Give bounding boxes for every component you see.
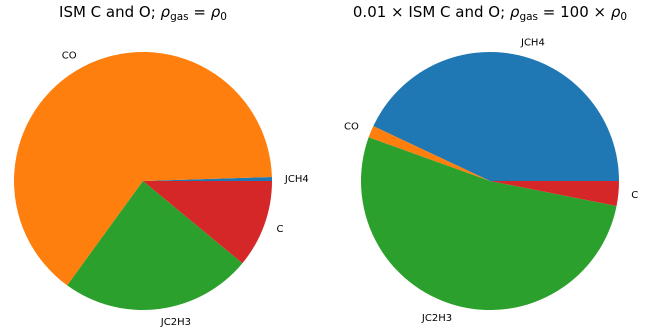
slice-label-jch4-left: JCH4 xyxy=(284,174,309,185)
chart-title-right: 0.01 × ISM C and O; ρgas = 100 × ρ0 xyxy=(353,3,627,23)
pie-slice-jc2h3-left xyxy=(67,181,243,310)
pie-slices-left xyxy=(14,51,273,310)
slice-label-co-right: CO xyxy=(344,122,359,133)
slice-label-jch4-right: JCH4 xyxy=(520,38,545,49)
chart-title-left: ISM C and O; ρgas = ρ0 xyxy=(59,3,227,23)
pie-slice-c-left xyxy=(143,181,272,264)
slice-label-co-left: CO xyxy=(62,51,77,62)
pie-slice-jch4-left xyxy=(143,176,273,181)
slice-label-jc2h3-right: JC2H3 xyxy=(421,313,452,324)
pie-slice-jch4-right xyxy=(373,52,619,181)
slice-label-c-right: C xyxy=(631,190,638,201)
pie-slice-c-right xyxy=(490,181,619,206)
pie-chart-left: ISM C and O; ρgas = ρ0 JCH4 CO JC2H3 C xyxy=(14,3,309,328)
pie-slice-co-right xyxy=(368,126,490,181)
slice-label-jc2h3-left: JC2H3 xyxy=(160,317,191,328)
pie-slices-right xyxy=(360,52,619,311)
pie-slice-jc2h3-right xyxy=(360,137,617,311)
pie-labels-right: JCH4 CO JC2H3 C xyxy=(344,38,638,324)
pie-labels-left: JCH4 CO JC2H3 C xyxy=(62,51,309,328)
pie-slice-co-left xyxy=(14,51,272,286)
pie-chart-right: 0.01 × ISM C and O; ρgas = 100 × ρ0 JCH4… xyxy=(344,3,638,324)
slice-label-c-left: C xyxy=(277,224,284,235)
